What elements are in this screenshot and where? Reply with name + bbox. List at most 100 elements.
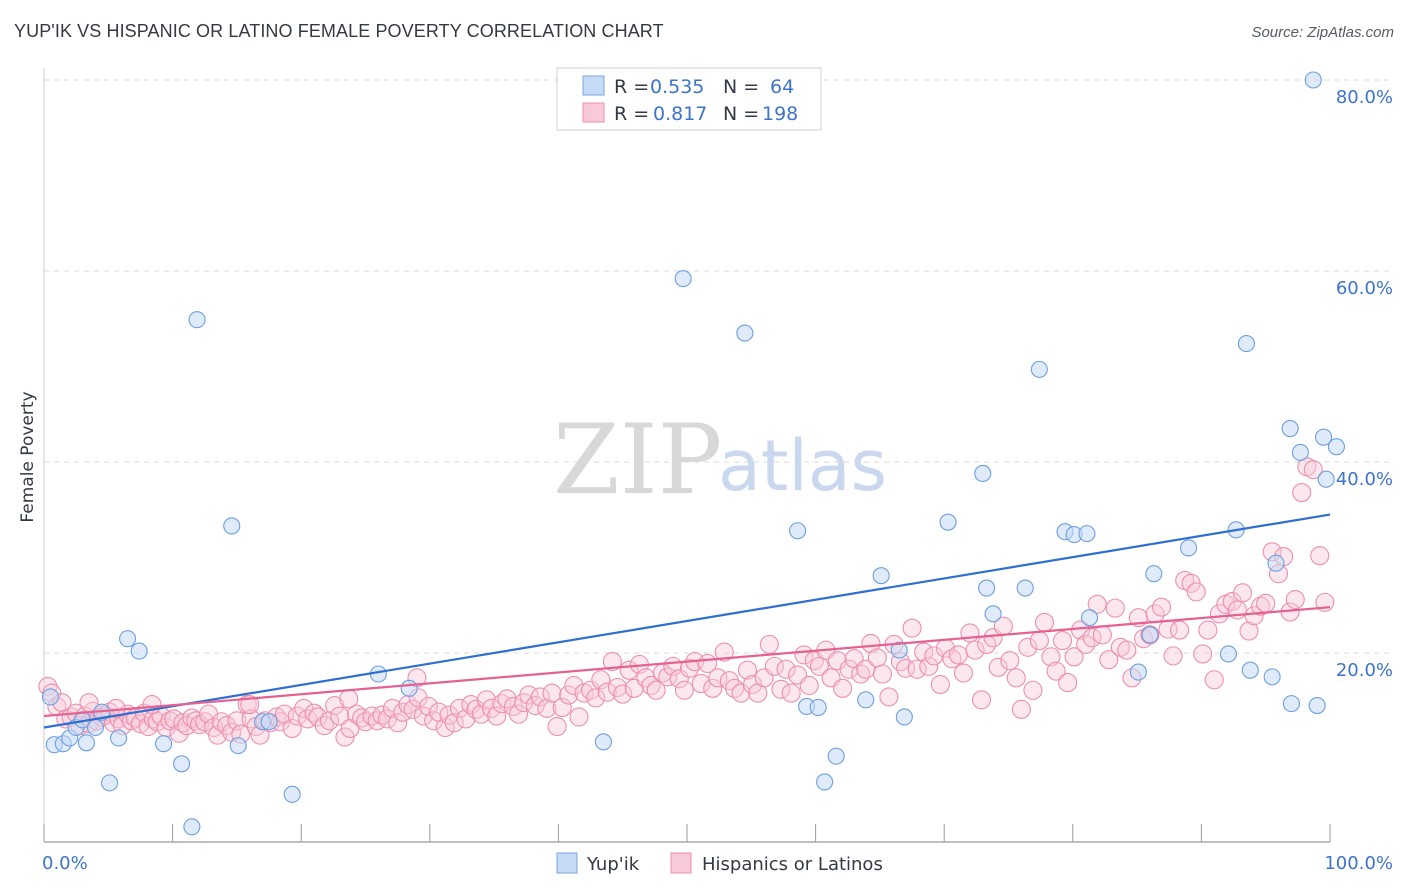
yupik-point	[978, 579, 996, 597]
hispanics-point	[1310, 546, 1330, 566]
hispanics-point	[737, 660, 757, 680]
hispanics-point	[965, 640, 985, 660]
yupik-point	[155, 735, 173, 753]
legend-n-value-yupik: 64	[770, 76, 794, 98]
hispanics-point	[294, 698, 314, 718]
hispanics-point	[809, 656, 830, 676]
yupik-point	[1315, 428, 1333, 446]
y-axis-title: Female Poverty	[18, 391, 38, 522]
hispanics-point	[759, 634, 779, 654]
hispanics-point	[382, 698, 403, 718]
hispanics-point	[1233, 583, 1253, 603]
axes	[43, 68, 1331, 843]
y-tick-label: 60.0%	[1336, 278, 1393, 299]
legend-swatch-hispanics	[582, 102, 605, 123]
hispanics-trend-line	[43, 606, 1331, 718]
hispanics-point	[1117, 640, 1137, 660]
bottom-legend-swatch-hispanics	[670, 852, 692, 874]
legend: R = 0.535 N = 64 R = 0.817 N = 198	[556, 67, 822, 131]
yupik-point	[1141, 626, 1159, 644]
hispanics-point	[919, 656, 939, 676]
hispanics-point	[613, 684, 633, 704]
hispanics-point	[547, 716, 567, 737]
yupik-point	[1078, 525, 1096, 543]
hispanics-point	[708, 668, 728, 688]
hispanics-point	[781, 683, 801, 703]
yupik-point	[119, 630, 137, 648]
hispanics-point	[418, 696, 439, 717]
hispanics-point	[1244, 606, 1264, 626]
hispanics-point	[646, 680, 666, 700]
yupik-point	[1327, 438, 1345, 456]
legend-swatch-yupik	[582, 75, 605, 96]
hispanics-point	[771, 679, 791, 699]
hispanics-point	[456, 709, 476, 729]
x-tick-label-min: 0.0%	[42, 853, 88, 874]
hispanics-point	[948, 645, 968, 665]
hispanics-point	[1105, 598, 1125, 618]
hispanics-point	[591, 670, 611, 690]
hispanics-point	[1204, 670, 1224, 690]
hispanics-point	[1256, 593, 1276, 613]
hispanics-point	[907, 659, 927, 679]
yupik-point	[283, 785, 301, 803]
hispanics-point	[542, 683, 562, 703]
y-tick-label: 40.0%	[1336, 469, 1393, 490]
yupik-point	[41, 688, 59, 706]
hispanics-point	[388, 713, 408, 733]
hispanics-point	[449, 698, 469, 718]
hispanics-point	[130, 714, 150, 734]
yupik-point	[1145, 565, 1163, 583]
y-tick-labels: 20.0% 40.0% 60.0% 80.0%	[1336, 87, 1393, 681]
yupik-point	[809, 698, 827, 716]
y-tick-label: 20.0%	[1336, 660, 1393, 681]
hispanics-point	[471, 704, 491, 724]
hispanics-point	[1099, 650, 1119, 670]
hispanics-point	[1285, 589, 1305, 610]
yupik-point	[188, 311, 206, 329]
hispanics-point	[902, 618, 922, 638]
hispanics-point	[372, 705, 392, 725]
yupik-point	[1237, 335, 1255, 353]
hispanics-point	[330, 706, 350, 726]
y-tick-label: 80.0%	[1336, 87, 1393, 108]
hispanics-point	[282, 718, 302, 738]
hispanics-point	[1169, 620, 1190, 640]
yupik-point	[895, 708, 913, 726]
hispanics-point	[169, 723, 189, 743]
hispanics-point	[444, 713, 464, 733]
legend-r-value-hispanics: 0.817	[653, 103, 707, 125]
watermark-zip: ZIP	[553, 404, 722, 516]
hispanics-point	[1193, 644, 1213, 664]
hispanics-point	[1034, 612, 1055, 632]
hispanics-point	[1186, 582, 1206, 602]
hispanics-point	[1000, 651, 1020, 671]
yupik-point	[674, 270, 692, 288]
yupik-point	[101, 774, 119, 792]
yupik-point	[1282, 695, 1300, 713]
yupik-point	[130, 642, 148, 660]
hispanics-point	[669, 669, 689, 689]
hispanics-point	[1198, 620, 1218, 640]
hispanics-point	[435, 717, 455, 738]
yupik-point	[223, 517, 241, 535]
yupik-point	[872, 567, 890, 585]
hispanics-point	[1023, 680, 1043, 700]
yupik-trend-line	[43, 513, 1331, 729]
bottom-legend-label-yupik: Yup'ik	[586, 854, 640, 875]
bottom-legend-label-hispanics: Hispanics or Latinos	[702, 854, 883, 875]
hispanics-point	[1163, 646, 1183, 666]
yupik-point	[974, 464, 992, 483]
legend-r-value-yupik: 0.535	[650, 76, 704, 98]
yupik-point	[1304, 71, 1322, 89]
yupik-point	[173, 755, 191, 773]
hispanics-point	[1029, 631, 1049, 651]
hispanics-point	[971, 690, 992, 710]
hispanics-point	[403, 699, 423, 719]
yupik-point	[1281, 420, 1299, 438]
yupik-point	[984, 605, 1002, 623]
watermark-atlas: atlas	[718, 425, 887, 507]
series-yupik-points	[41, 71, 1345, 836]
yupik-point	[1241, 661, 1259, 679]
series-hispanics-points	[38, 457, 1335, 747]
